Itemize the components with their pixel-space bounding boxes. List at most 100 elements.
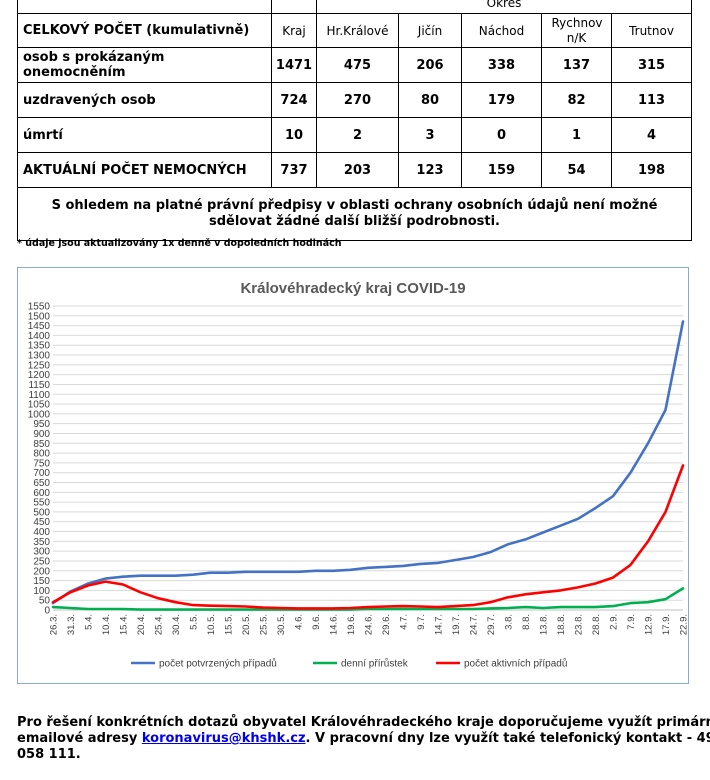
table-cell: 1471 [271,47,317,83]
y-tick-label: 50 [39,596,51,607]
column-header: Náchod [461,13,542,48]
y-tick-label: 1500 [28,311,51,322]
y-tick-label: 1100 [28,390,50,401]
y-tick-label: 1150 [28,380,50,391]
table-cell: 338 [461,47,542,83]
row-label: úmrtí [17,117,272,153]
table-cell: 113 [610,82,693,118]
x-tick-label: 15.4. [119,614,130,635]
y-tick-label: 150 [33,576,50,587]
series-line-3 [51,464,685,610]
x-tick-label: 8.8. [521,614,532,630]
table-row: osob s prokázaným onemocněním 1471 475 2… [17,47,693,83]
x-tick-label: 7.9. [626,614,637,630]
table-cell: 54 [541,152,612,188]
table-corner-top [17,0,272,14]
series-line-1 [51,320,685,605]
legend-label: denní přírůstek [341,658,409,670]
table-cell: 198 [610,152,693,188]
row-label: AKTUÁLNÍ POČET NEMOCNÝCH [17,152,272,188]
y-tick-label: 1350 [28,341,51,352]
table-cell: 80 [398,82,462,118]
x-tick-label: 15.5. [224,614,235,635]
x-tick-label: 30.4. [171,614,182,635]
y-tick-label: 900 [33,429,50,440]
y-tick-label: 300 [33,547,50,558]
y-tick-label: 0 [44,606,50,617]
x-tick-label: 25.4. [154,614,165,635]
x-tick-label: 25.5. [259,614,270,635]
x-tick-label: 4.6. [294,614,305,630]
column-header: Trutnov [610,13,693,48]
x-tick-label: 10.5. [206,614,217,635]
table-cell: 159 [461,152,542,188]
x-tick-label: 5.5. [189,614,200,630]
x-tick-label: 19.7. [451,614,462,635]
privacy-note: S ohledem na platné právní předpisy v ob… [16,187,693,241]
contact-line-3: 058 111. [17,747,81,762]
table-corner-top-kraj [271,0,317,14]
table-row: uzdravených osob 724 270 80 179 82 113 [17,82,693,118]
x-tick-label: 2.9. [609,614,620,630]
legend-label: počet potvrzených případů [159,658,277,670]
corner-label: CELKOVÝ POČET (kumulativně) [17,13,272,48]
x-tick-label: 19.6. [346,614,357,635]
column-header-text: Rychnov n/K [551,15,603,45]
chart-title: Královéhradecký kraj COVID-19 [240,280,466,297]
contact-line-2-end: . V pracovní dny lze využít také telefon… [305,731,710,746]
group-header-okres: Okres [315,0,693,14]
column-header: Rychnov n/K [541,13,612,48]
y-tick-label: 1300 [28,351,51,362]
contact-paragraph: Pro řešení konkrétních dotazů obyvatel K… [17,715,710,763]
y-tick-label: 1050 [28,400,51,411]
x-tick-label: 14.7. [434,614,445,635]
table-cell: 270 [316,82,399,118]
x-tick-label: 9.7. [416,614,427,630]
x-tick-label: 26.3. [49,614,60,635]
y-tick-label: 250 [33,556,50,567]
y-tick-label: 1250 [28,360,51,371]
x-tick-label: 14.6. [329,614,340,635]
x-tick-label: 12.9. [644,614,655,635]
table-cell: 206 [398,47,462,83]
x-tick-label: 23.8. [574,614,585,635]
column-header: Hr.Králové [316,13,399,48]
series-line-2 [51,587,685,611]
x-tick-label: 18.8. [556,614,567,635]
x-tick-label: 29.7. [486,614,497,635]
table-cell: 82 [541,82,612,118]
covid-chart: Královéhradecký kraj COVID-19 0 50 100 150 2… [17,267,689,684]
x-tick-label: 20.5. [241,614,252,635]
table-cell: 123 [398,152,462,188]
y-tick-label: 550 [33,498,50,509]
table-cell: 475 [316,47,399,83]
y-tick-label: 100 [33,586,50,597]
chart-plot: 0501001502002503003504004505005506006507… [28,302,688,670]
y-tick-label: 1000 [28,409,51,420]
y-tick-label: 400 [33,527,50,538]
x-tick-label: 9.6. [311,614,322,630]
table-cell: 1 [541,117,612,153]
x-tick-label: 29.6. [381,614,392,635]
table-cell: 203 [316,152,399,188]
table-row: AKTUÁLNÍ POČET NEMOCNÝCH 737 203 123 159… [17,152,693,188]
x-tick-label: 13.8. [539,614,550,635]
x-tick-label: 24.6. [364,614,375,635]
x-tick-label: 5.4. [84,614,95,630]
table-cell: 737 [271,152,317,188]
x-tick-label: 20.4. [136,614,147,635]
y-tick-label: 200 [33,566,50,577]
y-tick-label: 350 [33,537,50,548]
x-tick-label: 17.9. [661,614,672,635]
table-row: úmrtí 10 2 3 0 1 4 [17,117,693,153]
table-cell: 724 [271,82,317,118]
table-cell: 4 [610,117,693,153]
table-cell: 10 [271,117,317,153]
y-tick-label: 1550 [28,302,51,313]
y-tick-label: 1200 [28,370,51,381]
table-cell: 179 [461,82,542,118]
summary-table: Okres CELKOVÝ POČET (kumulativně) Kraj H… [16,0,693,241]
y-tick-label: 450 [33,517,50,528]
email-link[interactable]: koronavirus@khshk.cz [141,731,306,746]
y-tick-label: 850 [33,439,50,450]
